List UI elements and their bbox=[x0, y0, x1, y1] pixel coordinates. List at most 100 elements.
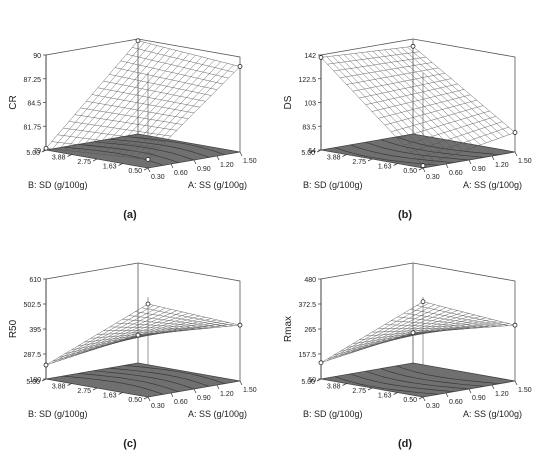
surface-grid-line bbox=[65, 332, 158, 354]
surface-grid-line bbox=[126, 322, 229, 340]
b-tick-label: 3.88 bbox=[52, 155, 66, 162]
a-tick-mark bbox=[445, 163, 449, 169]
surface-grid-line bbox=[96, 53, 190, 154]
a-tick-mark bbox=[491, 155, 495, 161]
surface-grid-line bbox=[346, 67, 439, 85]
b-tick-label: 2.75 bbox=[77, 159, 91, 166]
b-tick-mark bbox=[143, 396, 149, 400]
z-tick-label: 50 bbox=[308, 377, 316, 384]
b-tick-label: 3.88 bbox=[327, 155, 341, 162]
surface-grid-line bbox=[401, 321, 504, 337]
b-tick-label: 1.63 bbox=[103, 393, 117, 400]
a-tick-label: 1.50 bbox=[518, 387, 532, 394]
surface-grid-line bbox=[407, 323, 510, 335]
surface-grid-line bbox=[365, 83, 458, 105]
a-tick-label: 0.90 bbox=[472, 395, 486, 402]
a-axis-label: A: SS (g/100g) bbox=[463, 180, 522, 190]
z-tick-label: 180 bbox=[29, 377, 41, 384]
surface-grid-line bbox=[97, 87, 200, 108]
panel-caption: (d) bbox=[398, 438, 412, 450]
a-tick-mark bbox=[239, 380, 243, 386]
surface-grid-line bbox=[58, 43, 151, 150]
b-tick-mark bbox=[92, 158, 98, 162]
a-tick-mark bbox=[216, 155, 220, 161]
z-tick-label: 372.5 bbox=[298, 302, 316, 309]
b-tick-mark bbox=[393, 163, 398, 166]
contour-line bbox=[380, 368, 485, 387]
b-tick-mark bbox=[316, 378, 322, 382]
box-back-wall bbox=[45, 262, 241, 381]
design-point bbox=[512, 322, 518, 328]
b-axis-label: B: SD (g/100g) bbox=[28, 409, 88, 419]
design-point bbox=[512, 130, 518, 135]
b-tick-label: 0.50 bbox=[128, 397, 142, 404]
design-point bbox=[43, 362, 49, 368]
contour-line bbox=[93, 141, 195, 161]
a-tick-mark bbox=[468, 159, 472, 165]
b-tick-mark bbox=[67, 383, 72, 386]
z-tick-label: 157.5 bbox=[298, 352, 316, 359]
b-tick-mark bbox=[418, 167, 424, 171]
b-axis-label: B: SD (g/100g) bbox=[303, 180, 363, 190]
z-tick-label: 395 bbox=[29, 327, 41, 334]
design-point bbox=[410, 43, 416, 49]
a-tick-label: 0.60 bbox=[174, 399, 188, 406]
b-tick-label: 0.50 bbox=[128, 168, 142, 175]
contour-floor bbox=[45, 362, 241, 398]
chart-panel-a: 79 81.75 84.5 87.25 90 CR 0.30 0.60 0.90 1.20 1.50… bbox=[8, 38, 257, 221]
b-tick-label: 0.50 bbox=[403, 168, 417, 175]
b-tick-label: 5.00 bbox=[301, 379, 315, 386]
a-tick-mark bbox=[216, 384, 220, 390]
contour-line bbox=[124, 136, 225, 156]
z-tick-label: 480 bbox=[304, 277, 316, 284]
surface-grid-line bbox=[401, 47, 504, 137]
b-tick-mark bbox=[393, 392, 398, 395]
contour-line bbox=[334, 376, 439, 395]
z-axis-label: DS bbox=[283, 95, 294, 109]
a-tick-label: 1.20 bbox=[495, 391, 509, 398]
a-tick-mark bbox=[514, 380, 518, 386]
panel-caption: (a) bbox=[123, 209, 137, 221]
a-tick-mark bbox=[514, 151, 518, 157]
a-tick-label: 1.50 bbox=[243, 387, 257, 394]
surface-grid-line bbox=[109, 74, 212, 96]
z-tick-label: 287.5 bbox=[23, 352, 41, 359]
design-point bbox=[420, 299, 426, 305]
surface-grid-line bbox=[327, 51, 420, 65]
b-axis-label: B: SD (g/100g) bbox=[303, 409, 363, 419]
surface-grid-line bbox=[395, 48, 498, 139]
surface-grid-line bbox=[52, 42, 145, 150]
a-tick-label: 0.30 bbox=[426, 174, 440, 181]
z-tick-label: 142 bbox=[304, 53, 316, 60]
b-tick-mark bbox=[367, 387, 373, 391]
z-tick-label: 502.5 bbox=[23, 302, 41, 309]
surface-grid-line bbox=[58, 333, 151, 358]
b-tick-mark bbox=[143, 167, 149, 171]
a-tick-label: 0.60 bbox=[174, 170, 188, 177]
b-tick-label: 5.00 bbox=[26, 379, 40, 386]
a-tick-label: 0.90 bbox=[472, 166, 486, 173]
surface-grid-line bbox=[77, 48, 171, 152]
contour-floor bbox=[320, 133, 516, 169]
design-point bbox=[135, 332, 141, 338]
surface-grid-line bbox=[412, 324, 516, 334]
contour-line bbox=[62, 146, 164, 166]
design-point bbox=[237, 322, 243, 328]
b-tick-label: 2.75 bbox=[352, 159, 366, 166]
chart-panel-d: 50 157.5 265 372.5 480 Rmax 0.30 0.60 0.90 1.20 1.… bbox=[283, 262, 532, 450]
b-tick-mark bbox=[316, 149, 322, 153]
b-tick-label: 3.88 bbox=[52, 384, 66, 391]
design-point bbox=[43, 145, 49, 151]
z-tick-label: 90 bbox=[33, 53, 41, 60]
surface-grid-line bbox=[71, 47, 164, 152]
surface-grid-line bbox=[320, 332, 414, 363]
design-point bbox=[410, 330, 416, 336]
z-tick-label: 122.5 bbox=[298, 77, 316, 84]
contour-line bbox=[365, 141, 470, 161]
panel-caption: (c) bbox=[123, 438, 137, 450]
surface-grid-line bbox=[137, 324, 241, 336]
surface-grid-line bbox=[407, 46, 510, 135]
a-tick-label: 1.20 bbox=[220, 162, 234, 169]
z-axis-label: Rmax bbox=[283, 316, 294, 342]
surface-grid-line bbox=[132, 47, 235, 73]
